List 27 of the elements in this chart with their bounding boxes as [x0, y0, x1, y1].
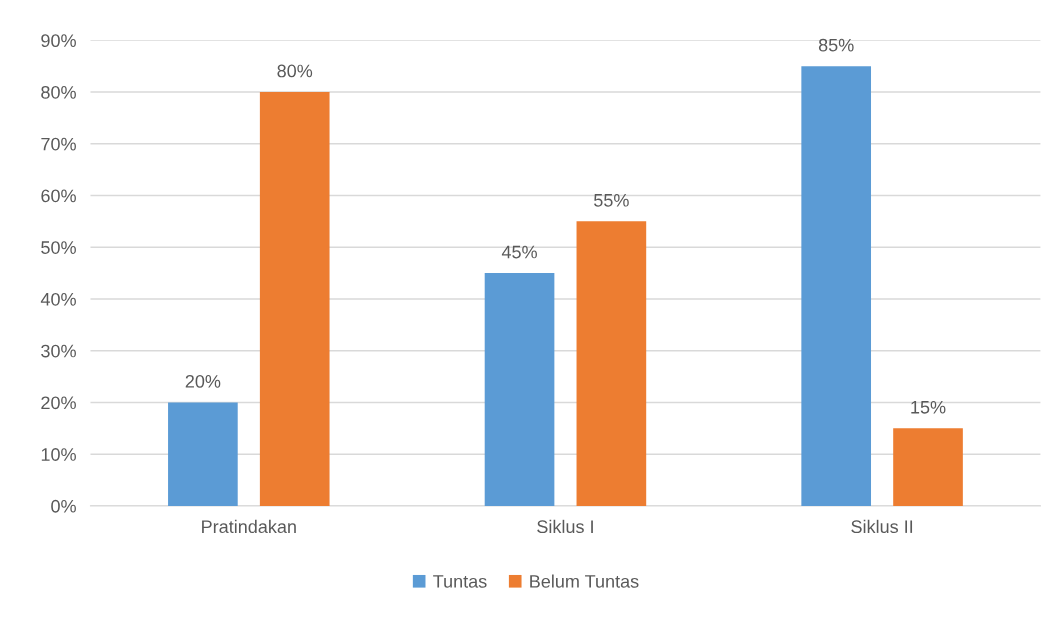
- y-tick-label: 20%: [41, 396, 76, 410]
- y-tick-label: 80%: [41, 85, 76, 99]
- x-tick-label: Siklus II: [851, 519, 913, 534]
- y-tick-label: 70%: [41, 137, 76, 151]
- bar: [893, 428, 963, 506]
- bar: [484, 273, 555, 506]
- data-label: 80%: [277, 64, 313, 78]
- y-tick-label: 90%: [41, 34, 76, 48]
- x-tick-label: Pratindakan: [202, 519, 296, 534]
- legend-label: Belum Tuntas: [530, 574, 639, 588]
- y-tick-label: 60%: [41, 189, 76, 203]
- x-tick-label: Siklus I: [537, 519, 593, 534]
- data-label: 55%: [594, 193, 629, 207]
- bar: [259, 92, 330, 506]
- data-label: 20%: [185, 374, 221, 388]
- y-tick-label: 50%: [41, 241, 76, 254]
- bar: [801, 66, 872, 506]
- bar: [576, 221, 647, 506]
- y-tick-label: 40%: [40, 292, 76, 306]
- y-tick-label: 0%: [51, 499, 76, 513]
- bar: [168, 402, 238, 506]
- y-tick-label: 30%: [41, 344, 76, 358]
- legend-label: Tuntas: [433, 575, 487, 588]
- y-tick-label: 10%: [41, 448, 76, 461]
- data-label: 85%: [818, 38, 854, 52]
- data-label: 45%: [501, 245, 537, 259]
- data-label: 15%: [911, 400, 946, 414]
